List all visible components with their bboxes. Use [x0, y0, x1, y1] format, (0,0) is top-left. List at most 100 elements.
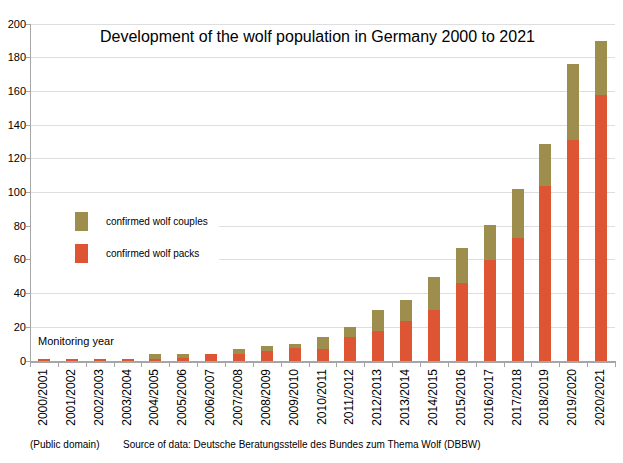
x-tick-0: [30, 363, 31, 367]
x-tick-16: [476, 363, 477, 367]
x-axis-line: [30, 361, 616, 363]
x-tick-19: [559, 363, 560, 367]
y-axis-line: [30, 24, 31, 361]
x-tick-3: [114, 363, 115, 367]
y-axis-label-20: 20: [0, 321, 26, 333]
chart-title: Development of the wolf population in Ge…: [25, 28, 610, 46]
x-tick-7: [225, 363, 226, 367]
y-axis-label-80: 80: [0, 220, 26, 232]
wolf-population-chart: Development of the wolf population in Ge…: [0, 0, 623, 463]
legend-label-couples: confirmed wolf couples: [106, 216, 208, 227]
x-tick-8: [253, 363, 254, 367]
bar-packs-2008-2009: [261, 351, 273, 361]
x-axis-label-2008-2009: 2008/2009: [260, 369, 273, 426]
x-axis-label-2006-2007: 2006/2007: [204, 369, 217, 426]
x-tick-12: [364, 363, 365, 367]
x-tick-20: [587, 363, 588, 367]
y-axis-label-40: 40: [0, 287, 26, 299]
x-axis-label-2013-2014: 2013/2014: [399, 369, 412, 426]
bar-packs-2006-2007: [205, 354, 217, 361]
bar-couples-2005-2006: [177, 354, 189, 357]
bar-couples-2007-2008: [233, 349, 245, 354]
x-tick-9: [281, 363, 282, 367]
bar-couples-2014-2015: [428, 277, 440, 311]
bar-couples-2016-2017: [484, 225, 496, 260]
bar-couples-2017-2018: [512, 189, 524, 238]
gridline-40: [30, 293, 615, 294]
bar-packs-2005-2006: [177, 358, 189, 361]
bar-packs-2004-2005: [149, 359, 161, 361]
x-axis-label-2002-2003: 2002/2003: [93, 369, 106, 426]
y-axis-label-100: 100: [0, 186, 26, 198]
y-axis-label-200: 200: [0, 18, 26, 30]
license-note: (Public domain): [30, 439, 99, 450]
bar-packs-2020-2021: [595, 95, 607, 361]
legend-item-couples: confirmed wolf couples: [75, 211, 208, 231]
x-tick-1: [58, 363, 59, 367]
x-tick-6: [197, 363, 198, 367]
x-axis-label-2012-2013: 2012/2013: [371, 369, 384, 426]
x-axis-label-2011-2012: 2011/2012: [343, 369, 356, 425]
x-tick-21: [615, 363, 616, 367]
gridline-20: [30, 327, 615, 328]
x-axis-label-2010-2011: 2010/2011: [316, 369, 329, 425]
bar-packs-2017-2018: [512, 238, 524, 361]
bar-packs-2001-2002: [66, 359, 78, 361]
gridline-200: [30, 24, 615, 25]
bar-couples-2020-2021: [595, 41, 607, 95]
bar-packs-2018-2019: [539, 186, 551, 361]
gridline-140: [30, 125, 615, 126]
y-axis-label-60: 60: [0, 253, 26, 265]
bar-couples-2009-2010: [289, 344, 301, 347]
bar-couples-2019-2020: [567, 64, 579, 140]
x-axis-label-2020-2021: 2020/2021: [594, 369, 607, 426]
bar-couples-2010-2011: [317, 337, 329, 349]
bar-packs-2010-2011: [317, 349, 329, 361]
legend-item-packs: confirmed wolf packs: [75, 243, 199, 263]
x-tick-2: [86, 363, 87, 367]
x-axis-label-2017-2018: 2017/2018: [511, 369, 524, 426]
x-axis-label-2003-2004: 2003/2004: [121, 369, 134, 426]
bar-couples-2012-2013: [372, 310, 384, 330]
x-tick-18: [531, 363, 532, 367]
x-axis-label-2007-2008: 2007/2008: [232, 369, 245, 426]
bar-couples-2011-2012: [344, 327, 356, 337]
y-axis-label-0: 0: [0, 355, 26, 367]
x-tick-4: [141, 363, 142, 367]
gridline-120: [30, 158, 615, 159]
bar-packs-2012-2013: [372, 331, 384, 361]
bar-packs-2019-2020: [567, 140, 579, 361]
x-axis-label-2019-2020: 2019/2020: [566, 369, 579, 426]
x-axis-label-2009-2010: 2009/2010: [288, 369, 301, 426]
y-axis-label-120: 120: [0, 152, 26, 164]
bar-packs-2011-2012: [344, 337, 356, 361]
bar-packs-2016-2017: [484, 260, 496, 361]
x-axis-label-2018-2019: 2018/2019: [538, 369, 551, 426]
x-tick-17: [504, 363, 505, 367]
x-tick-5: [169, 363, 170, 367]
x-axis-label-2001-2002: 2001/2002: [65, 369, 78, 426]
bar-couples-2018-2019: [539, 144, 551, 186]
x-tick-10: [309, 363, 310, 367]
bar-packs-2009-2010: [289, 348, 301, 361]
x-axis-label-2000-2001: 2000/2001: [37, 369, 50, 426]
gridline-160: [30, 91, 615, 92]
packs-swatch: [75, 244, 88, 263]
legend-label-packs: confirmed wolf packs: [106, 248, 199, 259]
bar-packs-2003-2004: [122, 359, 134, 361]
bar-couples-2015-2016: [456, 248, 468, 283]
y-axis-label-180: 180: [0, 51, 26, 63]
source-note: Source of data: Deutsche Beratungsstelle…: [123, 439, 481, 450]
y-axis-label-160: 160: [0, 85, 26, 97]
x-axis-label-2014-2015: 2014/2015: [427, 369, 440, 426]
x-tick-15: [448, 363, 449, 367]
x-axis-label-2015-2016: 2015/2016: [455, 369, 468, 426]
legend: confirmed wolf couples confirmed wolf pa…: [31, 205, 219, 267]
bar-packs-2015-2016: [456, 283, 468, 361]
x-tick-13: [392, 363, 393, 367]
x-axis-label-2005-2006: 2005/2006: [176, 369, 189, 426]
couples-swatch: [75, 212, 88, 231]
x-axis-label-2004-2005: 2004/2005: [148, 369, 161, 426]
x-axis-title: Monitoring year: [38, 335, 114, 347]
y-axis-label-140: 140: [0, 119, 26, 131]
